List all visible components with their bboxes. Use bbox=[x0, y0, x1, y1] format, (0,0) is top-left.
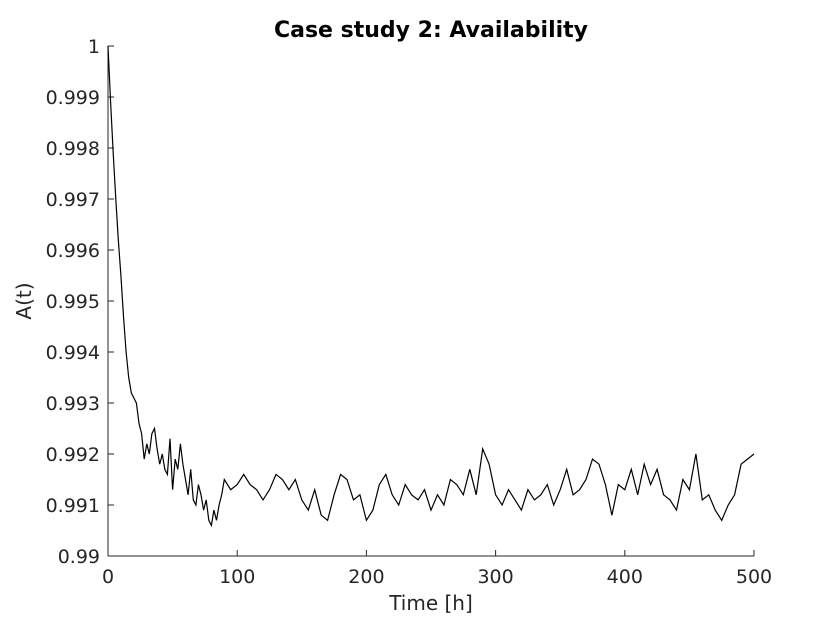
axes: 0 100 200 300 400 500 0.99 0.991 0.992 0.993 0.994… bbox=[46, 36, 773, 588]
y-tick-label: 0.998 bbox=[46, 138, 100, 160]
y-tick-label: 1 bbox=[88, 36, 100, 58]
chart-title: Case study 2: Availability bbox=[274, 18, 588, 43]
y-tick-label: 0.993 bbox=[46, 393, 100, 415]
y-axis-label: A(t) bbox=[12, 282, 36, 319]
y-tick-label: 0.999 bbox=[46, 87, 100, 109]
x-tick-label: 100 bbox=[219, 566, 255, 588]
y-tick-label: 0.996 bbox=[46, 240, 100, 262]
x-tick-label: 0 bbox=[102, 566, 114, 588]
plot-area bbox=[107, 45, 755, 528]
series-line bbox=[107, 45, 755, 528]
y-tick-label: 0.994 bbox=[46, 342, 100, 364]
x-tick-label: 200 bbox=[348, 566, 384, 588]
y-tick-label: 0.991 bbox=[46, 495, 100, 517]
y-tick-label: 0.99 bbox=[58, 546, 100, 568]
x-tick-label: 300 bbox=[477, 566, 513, 588]
x-tick-label: 500 bbox=[736, 566, 772, 588]
y-tick-label: 0.995 bbox=[46, 291, 100, 313]
y-tick-label: 0.997 bbox=[46, 189, 100, 211]
y-tick-label: 0.992 bbox=[46, 444, 100, 466]
x-tick-label: 400 bbox=[607, 566, 643, 588]
x-axis-label: Time [h] bbox=[388, 591, 473, 615]
